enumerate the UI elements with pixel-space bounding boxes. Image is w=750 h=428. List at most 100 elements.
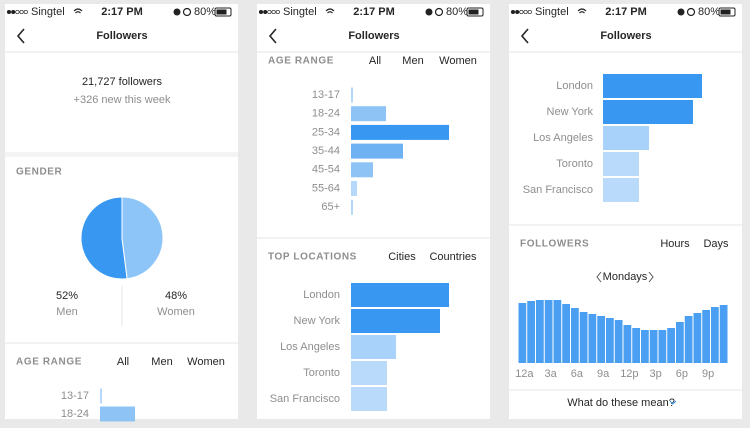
bar — [606, 318, 614, 363]
wifi-icon — [577, 8, 587, 14]
wifi-icon — [73, 8, 83, 14]
tab[interactable]: Hours — [660, 238, 690, 250]
bar — [351, 181, 357, 196]
signal-dot — [271, 9, 276, 15]
help-link[interactable]: What do these mean? — [567, 397, 675, 409]
x-tick-label: 6p — [676, 368, 688, 380]
new-followers: +326 new this week — [74, 94, 171, 106]
battery-text: 80% — [194, 6, 216, 18]
bar — [632, 328, 640, 363]
signal-dot — [15, 9, 20, 15]
screen-title: Followers — [96, 30, 147, 42]
alarm-icon — [182, 7, 192, 17]
bar — [711, 307, 719, 363]
back-button[interactable] — [268, 28, 277, 44]
battery-icon — [214, 7, 232, 17]
battery-level — [216, 9, 227, 15]
pie-category: Men — [56, 306, 77, 318]
pie-slice — [80, 196, 128, 280]
bar — [351, 106, 386, 122]
signal-dot — [258, 9, 264, 15]
signal-dot — [519, 9, 524, 15]
signal-dot — [267, 9, 272, 15]
section-heading: TOP LOCATIONS — [268, 252, 357, 263]
next-day[interactable] — [648, 271, 654, 283]
tab[interactable]: Days — [703, 238, 729, 250]
bar-label: Toronto — [303, 367, 340, 379]
prev-day[interactable] — [596, 271, 602, 283]
x-tick-label: 12a — [515, 368, 534, 380]
time: 2:17 PM — [605, 6, 647, 18]
signal-dot — [275, 9, 280, 15]
bar — [571, 308, 579, 363]
bar — [603, 100, 693, 124]
bar — [351, 87, 353, 103]
time: 2:17 PM — [353, 6, 395, 18]
follower-count: 21,727 followers — [82, 76, 163, 88]
bar — [603, 126, 649, 150]
section-heading: AGE RANGE — [16, 357, 82, 368]
carrier: Singtel — [283, 6, 317, 18]
bar — [351, 143, 403, 159]
tab[interactable]: Women — [439, 55, 477, 67]
wifi-icon — [325, 8, 335, 14]
bar-label: New York — [294, 315, 341, 327]
signal-dot — [515, 9, 520, 15]
bar — [649, 330, 658, 363]
tab[interactable]: All — [369, 55, 381, 67]
bar — [351, 335, 396, 359]
tab[interactable]: Countries — [429, 251, 477, 263]
tab[interactable]: Women — [187, 356, 225, 368]
signal-dot — [6, 9, 12, 15]
link-chevron — [669, 400, 677, 405]
back-button[interactable] — [16, 28, 25, 44]
bar — [588, 314, 597, 363]
moon-icon — [677, 8, 685, 16]
back-button[interactable] — [520, 28, 529, 44]
x-tick-label: 6a — [571, 368, 584, 380]
battery-text: 80% — [446, 6, 468, 18]
tab[interactable]: Cities — [388, 251, 416, 263]
bar — [641, 330, 649, 363]
pie-value-label: 52% — [56, 290, 78, 302]
signal-dot — [19, 9, 24, 15]
bar — [702, 310, 710, 363]
x-tick-label: 3p — [650, 368, 662, 380]
bar-label: Toronto — [556, 158, 593, 170]
carrier: Singtel — [31, 6, 65, 18]
bar-label: 35-44 — [312, 145, 340, 157]
bar — [544, 300, 553, 363]
bar — [684, 316, 693, 363]
signal-dot — [263, 9, 268, 15]
bar — [351, 387, 387, 411]
pie-value-label: 48% — [165, 290, 187, 302]
tab[interactable]: All — [117, 356, 129, 368]
battery-icon — [718, 7, 736, 17]
bar-label: 45-54 — [312, 164, 340, 176]
bar-label: 18-24 — [312, 108, 340, 120]
bar-label: 65+ — [321, 201, 340, 213]
tab[interactable]: Men — [151, 356, 172, 368]
pie-slice — [121, 196, 164, 280]
bar — [623, 325, 632, 363]
bar — [603, 152, 639, 176]
bar — [562, 304, 570, 363]
moon-icon — [425, 8, 433, 16]
bar — [579, 312, 588, 363]
bar — [597, 316, 605, 363]
x-tick-label: 9a — [597, 368, 610, 380]
bar — [553, 300, 562, 363]
bar — [536, 300, 544, 363]
bar — [658, 330, 667, 363]
bar — [100, 388, 102, 404]
day-label: Mondays — [603, 271, 648, 283]
battery-text: 80% — [698, 6, 720, 18]
bar — [527, 301, 535, 363]
tab[interactable]: Men — [402, 55, 423, 67]
signal-dot — [510, 9, 516, 15]
bar — [100, 406, 135, 422]
pie-category: Women — [157, 306, 195, 318]
section-gap — [5, 152, 238, 157]
bar — [351, 309, 440, 333]
